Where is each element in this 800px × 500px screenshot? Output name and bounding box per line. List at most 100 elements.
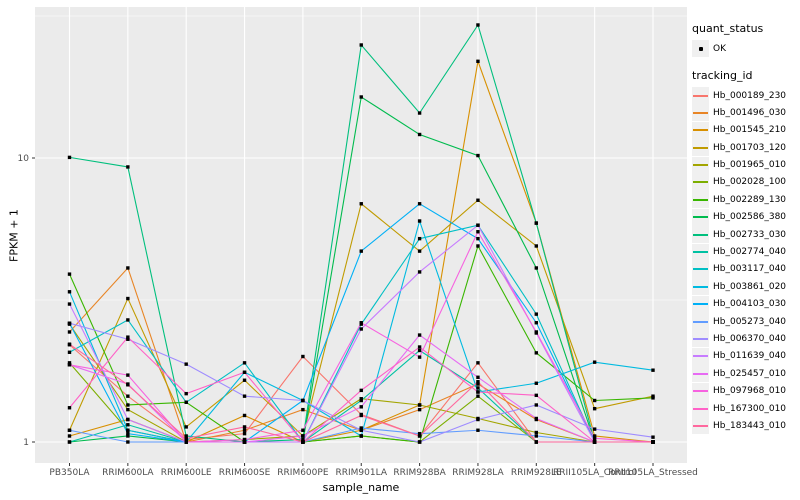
data-point-marker[interactable] (184, 400, 188, 404)
data-point-marker[interactable] (67, 440, 72, 444)
data-point-marker[interactable] (242, 425, 247, 429)
legend-item-Hb_002289_130[interactable]: Hb_002289_130 (692, 191, 798, 209)
data-point-marker[interactable] (476, 394, 480, 398)
data-point-marker[interactable] (476, 380, 480, 384)
data-point-marker[interactable] (592, 436, 597, 441)
data-point-marker[interactable] (417, 132, 422, 137)
data-point-marker[interactable] (417, 345, 422, 349)
data-point-marker[interactable] (242, 428, 247, 432)
legend-item-Hb_002774_040[interactable]: Hb_002774_040 (692, 243, 798, 261)
data-point-marker[interactable] (301, 407, 305, 412)
data-point-marker[interactable] (242, 394, 247, 398)
data-point-marker[interactable] (417, 407, 422, 412)
data-point-marker[interactable] (476, 23, 480, 27)
legend-item-Hb_001965_010[interactable]: Hb_001965_010 (692, 156, 798, 174)
data-point-marker[interactable] (67, 290, 72, 294)
data-point-marker[interactable] (417, 202, 422, 206)
data-point-marker[interactable] (359, 388, 363, 393)
data-point-marker[interactable] (534, 312, 538, 316)
data-point-marker[interactable] (126, 318, 130, 322)
data-point-marker[interactable] (301, 440, 305, 444)
data-point-marker[interactable] (67, 428, 72, 432)
data-point-marker[interactable] (184, 391, 188, 396)
data-point-marker[interactable] (651, 440, 655, 444)
data-point-marker[interactable] (476, 428, 480, 432)
data-point-marker[interactable] (126, 394, 130, 398)
data-point-marker[interactable] (476, 223, 480, 227)
data-point-marker[interactable] (476, 59, 480, 64)
data-point-marker[interactable] (359, 413, 363, 418)
data-point-marker[interactable] (67, 155, 72, 160)
data-point-marker[interactable] (184, 362, 188, 366)
data-point-marker[interactable] (67, 321, 72, 325)
data-point-marker[interactable] (417, 403, 422, 407)
data-point-marker[interactable] (534, 416, 538, 421)
legend-item-Hb_004103_030[interactable]: Hb_004103_030 (692, 295, 798, 313)
data-point-marker[interactable] (126, 266, 130, 270)
data-point-marker[interactable] (301, 434, 305, 438)
data-point-marker[interactable] (67, 434, 72, 438)
data-point-marker[interactable] (67, 361, 72, 365)
data-point-marker[interactable] (126, 335, 130, 339)
data-point-marker[interactable] (67, 363, 72, 367)
legend-item-Hb_003861_020[interactable]: Hb_003861_020 (692, 278, 798, 296)
data-point-marker[interactable] (184, 436, 188, 441)
data-point-marker[interactable] (534, 351, 538, 355)
data-point-marker[interactable] (534, 403, 538, 407)
data-point-marker[interactable] (126, 428, 130, 432)
legend-item-Hb_001496_030[interactable]: Hb_001496_030 (692, 104, 798, 122)
data-point-marker[interactable] (242, 431, 247, 436)
data-point-marker[interactable] (417, 333, 422, 337)
data-point-marker[interactable] (301, 437, 305, 442)
data-point-marker[interactable] (126, 337, 130, 341)
data-point-marker[interactable] (242, 378, 247, 382)
data-point-marker[interactable] (359, 398, 363, 403)
data-point-marker[interactable] (417, 249, 422, 253)
data-point-marker[interactable] (126, 423, 130, 427)
data-point-marker[interactable] (301, 428, 305, 432)
data-point-marker[interactable] (301, 354, 305, 359)
data-point-marker[interactable] (592, 434, 597, 438)
data-point-marker[interactable] (592, 406, 597, 411)
data-point-marker[interactable] (242, 370, 247, 374)
legend-item-Hb_167300_010[interactable]: Hb_167300_010 (692, 400, 798, 418)
data-point-marker[interactable] (126, 434, 130, 438)
data-point-marker[interactable] (126, 165, 130, 169)
legend-item-Hb_005273_040[interactable]: Hb_005273_040 (692, 313, 798, 331)
data-point-marker[interactable] (184, 440, 188, 444)
data-point-marker[interactable] (417, 270, 422, 274)
data-point-marker[interactable] (476, 390, 480, 394)
legend-item-Hb_002028_100[interactable]: Hb_002028_100 (692, 173, 798, 191)
data-point-marker[interactable] (476, 198, 480, 202)
data-point-marker[interactable] (476, 386, 480, 390)
data-point-marker[interactable] (359, 434, 363, 438)
legend-item-Hb_011639_040[interactable]: Hb_011639_040 (692, 347, 798, 365)
data-point-marker[interactable] (476, 382, 480, 386)
data-point-marker[interactable] (126, 373, 130, 377)
data-point-marker[interactable] (534, 434, 538, 438)
data-point-marker[interactable] (242, 413, 247, 418)
legend-item-Hb_003117_040[interactable]: Hb_003117_040 (692, 260, 798, 278)
data-point-marker[interactable] (592, 398, 597, 403)
data-point-marker[interactable] (476, 375, 480, 379)
data-point-marker[interactable] (417, 355, 422, 359)
data-point-marker[interactable] (126, 407, 130, 412)
data-point-marker[interactable] (476, 244, 480, 248)
data-point-marker[interactable] (126, 296, 130, 301)
data-point-marker[interactable] (476, 236, 480, 241)
data-point-marker[interactable] (359, 202, 363, 206)
data-point-marker[interactable] (417, 219, 422, 223)
data-point-marker[interactable] (534, 430, 538, 435)
data-point-marker[interactable] (534, 393, 538, 398)
data-point-marker[interactable] (126, 440, 130, 444)
data-point-marker[interactable] (242, 437, 247, 442)
data-point-marker[interactable] (417, 111, 422, 115)
data-point-marker[interactable] (67, 330, 72, 334)
data-point-marker[interactable] (67, 272, 72, 276)
data-point-marker[interactable] (359, 426, 363, 430)
data-point-marker[interactable] (359, 327, 363, 331)
data-point-marker[interactable] (534, 381, 538, 385)
data-point-marker[interactable] (417, 236, 422, 241)
data-point-marker[interactable] (359, 428, 363, 432)
data-point-marker[interactable] (476, 153, 480, 158)
